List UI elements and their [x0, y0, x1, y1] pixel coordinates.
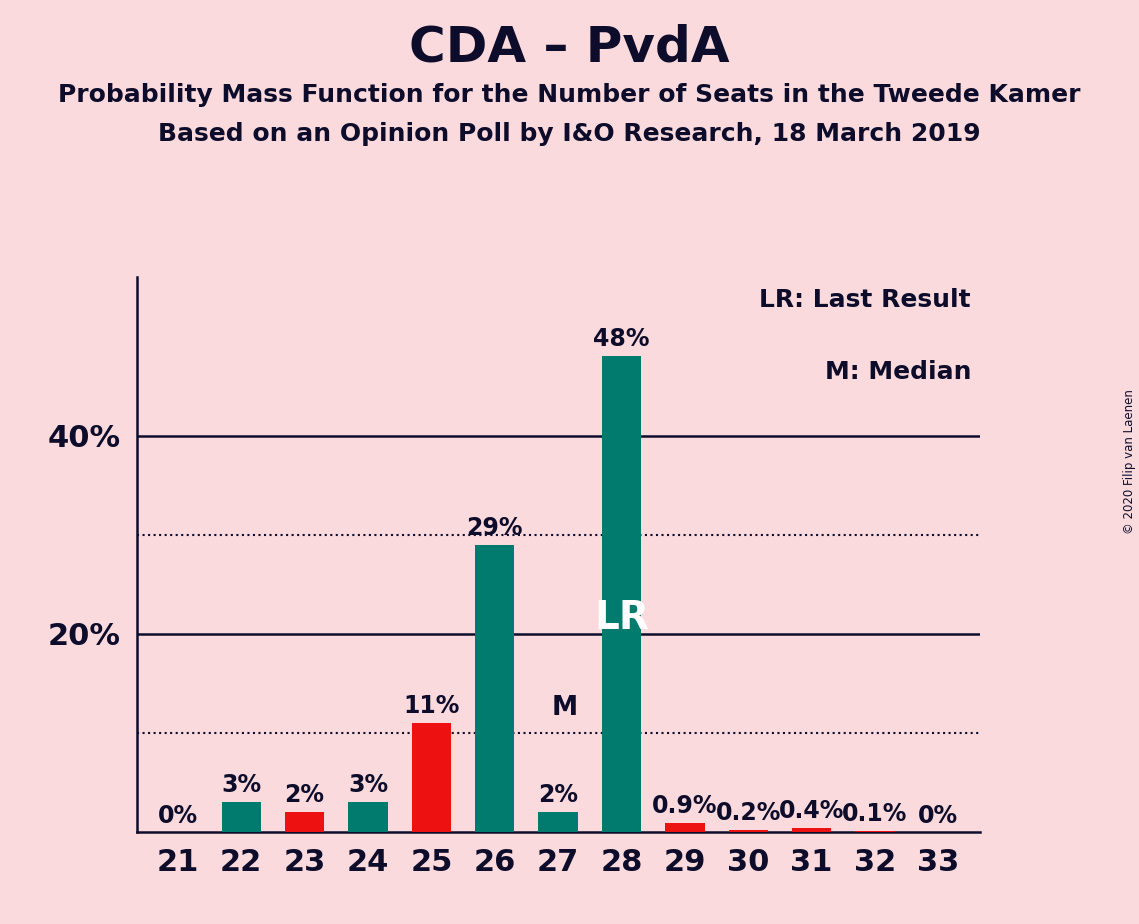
Text: 0%: 0%: [158, 804, 198, 828]
Bar: [222, 802, 261, 832]
Text: 0.2%: 0.2%: [715, 801, 781, 824]
Bar: [475, 544, 515, 832]
Bar: [729, 830, 768, 832]
Bar: [855, 831, 894, 832]
Text: CDA – PvdA: CDA – PvdA: [409, 23, 730, 71]
Text: LR: LR: [595, 599, 649, 637]
Text: 3%: 3%: [221, 773, 261, 796]
Text: M: M: [551, 695, 577, 721]
Text: M: Median: M: Median: [825, 360, 972, 384]
Bar: [411, 723, 451, 832]
Text: 11%: 11%: [403, 694, 459, 718]
Bar: [792, 828, 831, 832]
Text: 2%: 2%: [285, 783, 325, 807]
Bar: [349, 802, 387, 832]
Text: 0.4%: 0.4%: [779, 798, 844, 822]
Text: 3%: 3%: [347, 773, 388, 796]
Text: 48%: 48%: [593, 327, 649, 351]
Bar: [539, 812, 577, 832]
Text: Based on an Opinion Poll by I&O Research, 18 March 2019: Based on an Opinion Poll by I&O Research…: [158, 122, 981, 146]
Text: Probability Mass Function for the Number of Seats in the Tweede Kamer: Probability Mass Function for the Number…: [58, 83, 1081, 107]
Text: 29%: 29%: [467, 516, 523, 540]
Text: LR: Last Result: LR: Last Result: [760, 288, 972, 312]
Bar: [665, 822, 705, 832]
Text: 0%: 0%: [918, 804, 958, 828]
Bar: [601, 357, 641, 832]
Text: 0.1%: 0.1%: [842, 802, 908, 826]
Text: 2%: 2%: [538, 783, 579, 807]
Bar: [285, 812, 325, 832]
Text: © 2020 Filip van Laenen: © 2020 Filip van Laenen: [1123, 390, 1137, 534]
Text: 0.9%: 0.9%: [653, 794, 718, 818]
